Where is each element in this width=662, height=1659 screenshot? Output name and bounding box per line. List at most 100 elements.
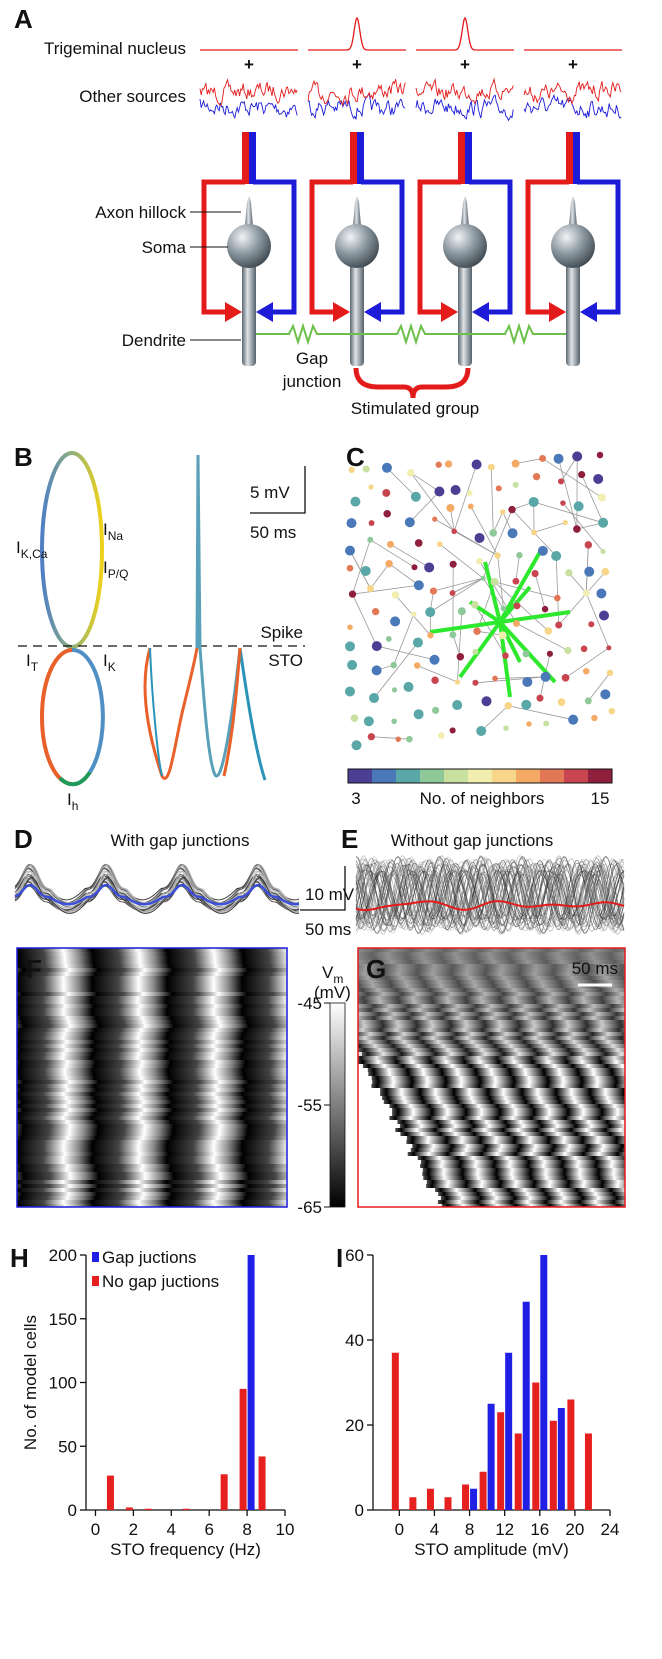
colorbar (329, 1002, 346, 1208)
heatmap-row (358, 1040, 625, 1044)
label-main: V (322, 963, 334, 982)
node (395, 736, 401, 742)
edge (376, 645, 435, 661)
soma (443, 224, 487, 268)
edge (410, 472, 455, 532)
node (540, 671, 551, 682)
heatmap-haze (358, 968, 625, 972)
heatmap-row (421, 1160, 625, 1164)
node (437, 732, 445, 739)
bar (444, 1497, 452, 1510)
node (600, 689, 611, 700)
node (444, 460, 453, 468)
trace (355, 873, 625, 917)
noise-trace (523, 93, 622, 119)
heatmap-row (383, 1100, 625, 1104)
edge (568, 572, 587, 594)
plus-sign: + (568, 55, 578, 74)
node (596, 588, 607, 599)
x-axis-label: STO frequency (Hz) (110, 1540, 261, 1559)
trace (14, 870, 300, 913)
bar (239, 1388, 247, 1510)
heatmap-row (17, 1144, 287, 1148)
x-tick-label: 2 (129, 1520, 138, 1539)
edge (565, 647, 610, 679)
heatmap-haze (358, 988, 625, 992)
node (473, 627, 481, 635)
label: Dendrite (122, 331, 186, 350)
node (582, 589, 590, 597)
noise-trace (415, 94, 514, 122)
sub-label: IP/Q (103, 558, 128, 581)
heatmap-row (17, 956, 287, 960)
label-main: I (16, 538, 21, 557)
node (513, 602, 521, 610)
colorbar-cell (396, 769, 420, 783)
legend-swatch (92, 1276, 99, 1286)
bar (462, 1484, 470, 1510)
stim-edge (458, 620, 502, 679)
node (350, 496, 361, 507)
node (593, 473, 604, 484)
heatmap-haze (358, 1028, 625, 1032)
synapse-blue (256, 302, 273, 322)
legend-swatch (92, 1252, 99, 1262)
node (414, 539, 423, 547)
node (411, 611, 417, 617)
edge (558, 571, 606, 626)
loop-blue (577, 179, 621, 315)
heatmap-row (358, 1024, 625, 1028)
node (512, 481, 519, 488)
node (383, 509, 391, 518)
node (512, 577, 520, 585)
node (412, 637, 423, 648)
node (606, 645, 612, 651)
sto-loop (40, 648, 73, 786)
node (467, 503, 474, 510)
node (366, 585, 374, 593)
heatmap-haze (358, 1000, 625, 1004)
heatmap-row (17, 1200, 287, 1204)
sub-label: IK,Ca (16, 538, 48, 561)
edge (371, 736, 410, 740)
node (424, 562, 435, 573)
bar (182, 1508, 190, 1510)
colorbar-cell (468, 769, 492, 783)
edge (393, 613, 415, 666)
input-bar (458, 132, 465, 184)
y-tick-label: 50 (58, 1437, 77, 1456)
node (466, 490, 473, 497)
heatmap-row (17, 1192, 287, 1196)
x-tick-label: 4 (167, 1520, 176, 1539)
heatmap-haze (358, 956, 625, 960)
loop-blue (469, 179, 513, 315)
x-tick-label: 0 (91, 1520, 100, 1539)
soma (335, 224, 379, 268)
heatmap-haze (358, 996, 625, 1000)
heatmap-haze (358, 964, 625, 968)
heatmap-row (361, 1052, 625, 1056)
node (471, 459, 482, 470)
node (346, 518, 357, 529)
heatmap-haze (358, 1016, 625, 1020)
node (476, 725, 487, 736)
panel-label: B (14, 442, 33, 472)
edge (588, 672, 611, 702)
edge (533, 522, 566, 533)
panel-title: Without gap junctions (391, 831, 554, 850)
edge (495, 676, 546, 679)
label-main: I (103, 651, 108, 670)
heatmap-haze (358, 1004, 625, 1008)
node (391, 718, 397, 725)
soma (551, 224, 595, 268)
label: 3 (351, 789, 360, 808)
label: 50 ms (572, 959, 618, 978)
node (531, 569, 539, 578)
node (522, 676, 533, 687)
node (391, 591, 400, 599)
node (345, 686, 355, 697)
bar (505, 1352, 513, 1510)
heatmap-haze (358, 960, 625, 964)
node (481, 696, 492, 707)
stim-edge (429, 620, 501, 634)
